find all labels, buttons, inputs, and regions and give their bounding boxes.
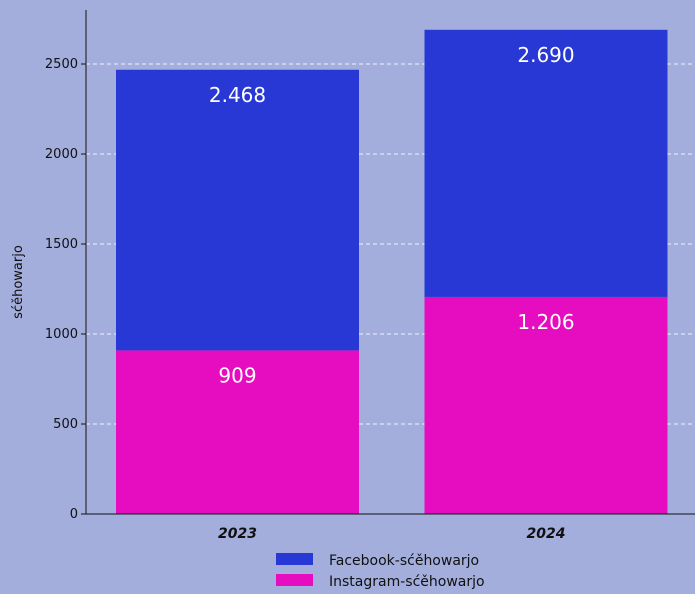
bar-value-label: 909 xyxy=(218,363,256,387)
bar-value-label: 1.206 xyxy=(517,310,574,334)
legend-label: Instagram-sćěhowarjo xyxy=(329,574,485,590)
x-tick-label: 2023 xyxy=(218,526,257,542)
y-tick-label: 2000 xyxy=(45,147,78,162)
bar-segment xyxy=(424,296,668,514)
legend-swatch xyxy=(276,574,313,586)
y-tick-label: 1000 xyxy=(45,327,78,342)
y-tick-label: 0 xyxy=(70,507,78,522)
y-axis-ticks: 0 500 1000 1500 2000 2500 xyxy=(45,57,86,522)
value-labels: 909 2.468 1.206 2.690 xyxy=(209,43,575,388)
x-axis-ticks: 2023 2024 xyxy=(218,526,565,542)
bar-segment xyxy=(116,350,359,514)
y-tick-label: 1500 xyxy=(45,237,78,252)
bars xyxy=(116,29,668,514)
y-axis-title: sćěhowarjo xyxy=(11,245,26,319)
x-tick-label: 2024 xyxy=(527,526,566,542)
y-tick-label: 2500 xyxy=(45,57,78,72)
bar-segment xyxy=(116,69,359,351)
bar-value-label: 2.468 xyxy=(209,83,266,107)
bar-value-label: 2.690 xyxy=(517,43,574,67)
y-tick-label: 500 xyxy=(53,417,78,432)
legend-swatch xyxy=(276,553,313,565)
bar-segment xyxy=(424,29,668,297)
legend: Facebook-sćěhowarjo Instagram-sćěhowarjo xyxy=(276,553,485,590)
legend-label: Facebook-sćěhowarjo xyxy=(329,553,479,569)
